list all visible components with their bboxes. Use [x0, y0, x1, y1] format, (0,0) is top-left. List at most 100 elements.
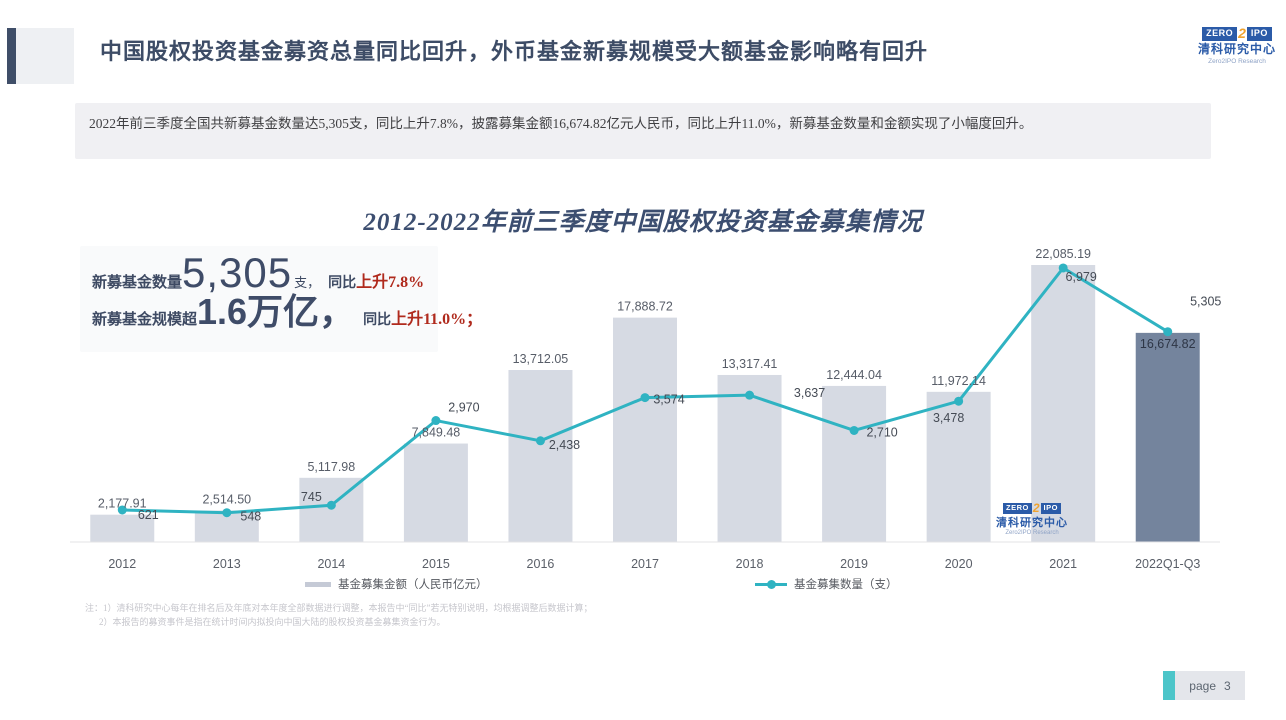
line-value-2018: 3,637 — [794, 386, 825, 400]
point-2017 — [640, 393, 650, 403]
stat-count-unit: 支， — [294, 275, 321, 290]
bar-2018 — [717, 374, 782, 542]
stat-amount-yoy-value: 上升11.0%； — [391, 311, 483, 328]
bar-value-2015: 7,849.48 — [412, 426, 461, 440]
page-title: 中国股权投资基金募资总量同比回升，外币基金新募规模受大额基金影响略有回升 — [100, 39, 929, 64]
line-value-2022Q1-Q3: 5,305 — [1190, 295, 1221, 309]
point-2019 — [849, 425, 859, 435]
bar-value-2018: 13,317.41 — [722, 357, 778, 371]
logo-en-text: Zero2IPO Research — [1208, 57, 1266, 65]
point-2013 — [222, 508, 232, 518]
line-value-2016: 2,438 — [549, 438, 580, 452]
stat-count-yoy-label: 同比 — [328, 276, 357, 291]
fundraising-chart: 2012 2013 2014 2015 2016 2017 2018 2019 2020 2021… — [70, 247, 1221, 571]
logo-zero: ZERO — [1202, 26, 1238, 41]
point-2012 — [117, 505, 127, 515]
point-2021 — [1058, 263, 1068, 273]
point-2018 — [745, 390, 755, 400]
watermark-ipo: IPO — [1040, 503, 1061, 514]
summary-strip: 2022年前三季度全国共新募基金数量达5,305支，同比上升7.8%，披露募集金… — [75, 103, 1211, 159]
bar-value-2019: 12,444.04 — [826, 368, 882, 382]
title-accent-dark — [7, 28, 16, 84]
stat-line-count: 新募基金数量 5,305 支， 同比 上升7.8% — [92, 252, 426, 294]
bar-2022Q1-Q3 — [1135, 332, 1200, 542]
title-accent-light — [16, 28, 74, 84]
line-value-2021: 6,979 — [1066, 270, 1097, 284]
bar-2016 — [508, 370, 573, 542]
summary-text: 2022年前三季度全国共新募基金数量达5,305支，同比上升7.8%，披露募集金… — [89, 116, 1033, 131]
chart-watermark-logo: ZERO 2 IPO 清科研究中心 Zero2IPO Research — [988, 501, 1076, 537]
page-indicator: page 3 — [1163, 671, 1245, 700]
line-value-2017: 3,574 — [653, 393, 684, 407]
bar-value-2022Q1-Q3: 16,674.82 — [1140, 337, 1196, 351]
bar-2021 — [1031, 265, 1096, 542]
bar-value-2016: 13,712.05 — [513, 352, 569, 366]
stat-amount-prefix: 新募基金规模超 — [92, 312, 198, 328]
line-value-2015: 2,970 — [448, 401, 479, 415]
page-indicator-box: page 3 — [1175, 671, 1245, 700]
legend-count-label: 基金募集数量（支） — [794, 579, 898, 591]
x-axis-label-2020: 2020 — [945, 557, 973, 571]
footnote-1: 注：1）清科研究中心每年在排名后及年底对本年度全部数据进行调整，本报告中“同比”… — [85, 603, 593, 613]
bar-2019 — [822, 385, 887, 542]
legend-amount: 基金募集金额（人民币亿元） — [305, 576, 488, 592]
bar-value-2012: 2,177.91 — [98, 497, 147, 511]
point-2022Q1-Q3 — [1163, 327, 1173, 337]
x-axis-label-2021: 2021 — [1049, 557, 1077, 571]
x-axis-label-2017: 2017 — [631, 557, 659, 571]
stat-count-value: 5,305 — [182, 249, 293, 296]
stat-count-prefix: 新募基金数量 — [92, 275, 183, 291]
x-axis-label-2015: 2015 — [422, 557, 450, 571]
footnote-2: 2）本报告的募资事件是指在统计时间内拟投向中国大陆的股权投资基金募集资金行为。 — [99, 617, 446, 628]
legend-bar-swatch-icon — [305, 581, 331, 587]
legend-line-swatch-icon — [755, 579, 787, 589]
line-value-2020: 3,478 — [933, 411, 964, 425]
line-value-2014: 745 — [301, 490, 322, 504]
stats-panel: 新募基金数量 5,305 支， 同比 上升7.8% 新募基金规模超 1.6万亿，… — [80, 246, 482, 352]
stat-line-amount: 新募基金规模超 1.6万亿， 同比 上升11.0%； — [92, 291, 482, 332]
watermark-en-text: Zero2IPO Research — [1005, 530, 1059, 537]
footnotes: 注：1）清科研究中心每年在排名后及年底对本年度全部数据进行调整，本报告中“同比”… — [85, 601, 593, 630]
bar-2015 — [403, 443, 468, 542]
x-axis-label-2018: 2018 — [736, 557, 764, 571]
point-2020 — [954, 396, 964, 406]
point-2015 — [431, 416, 441, 426]
line-value-2019: 2,710 — [866, 425, 897, 439]
x-axis-label-2014: 2014 — [317, 557, 345, 571]
legend-count: 基金募集数量（支） — [755, 576, 898, 592]
point-2016 — [535, 436, 545, 446]
logo-ipo: IPO — [1246, 26, 1272, 41]
stat-amount-value: 1.6万亿， — [197, 291, 356, 332]
page-label: page — [1189, 678, 1216, 693]
bar-2020 — [926, 391, 991, 542]
x-axis-label-2013: 2013 — [213, 557, 241, 571]
point-2014 — [326, 500, 336, 510]
line-value-2013: 548 — [240, 510, 261, 524]
bar-value-2013: 2,514.50 — [202, 492, 251, 506]
zero2ipo-logo: ZERO 2 IPO 清科研究中心 Zero2IPO Research — [1196, 25, 1278, 65]
chart-title: 2012-2022年前三季度中国股权投资基金募集情况 — [363, 209, 923, 236]
bar-value-2021: 22,085.19 — [1035, 247, 1091, 261]
page-indicator-accent — [1163, 671, 1175, 700]
bar-2012 — [90, 514, 155, 542]
watermark-two: 2 — [1032, 501, 1040, 515]
x-axis-label-2019: 2019 — [840, 557, 868, 571]
zero2ipo-badge-icon: ZERO 2 IPO — [1202, 25, 1272, 41]
logo-cn-text: 清科研究中心 — [1197, 42, 1276, 57]
stat-count-yoy-value: 上升7.8% — [356, 274, 425, 291]
bar-value-2014: 5,117.98 — [307, 460, 355, 474]
x-axis-label-2012: 2012 — [108, 557, 136, 571]
watermark-badge-icon: ZERO 2 IPO — [1003, 501, 1061, 515]
bar-value-2020: 11,972.14 — [931, 374, 986, 388]
x-axis-label-2016: 2016 — [527, 557, 555, 571]
watermark-cn-text: 清科研究中心 — [996, 517, 1068, 530]
legend-amount-label: 基金募集金额（人民币亿元） — [338, 579, 488, 591]
logo-two: 2 — [1238, 25, 1246, 41]
bar-value-2017: 17,888.72 — [617, 300, 673, 314]
x-axis-label-2022Q1-Q3: 2022Q1-Q3 — [1135, 557, 1200, 571]
bar-2017 — [613, 317, 677, 542]
page-number: 3 — [1224, 678, 1231, 693]
line-value-2012: 621 — [138, 508, 159, 522]
stat-amount-yoy-label: 同比 — [363, 313, 392, 328]
